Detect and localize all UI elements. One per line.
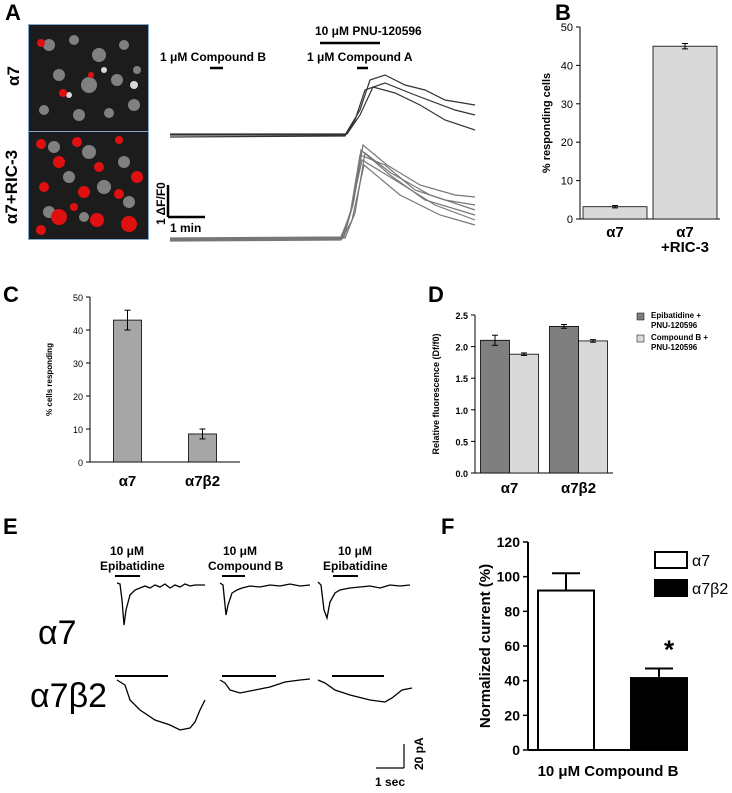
x-category-label: α7 <box>501 480 519 497</box>
y-tick-label: 20 <box>561 137 573 149</box>
legend-label: α7β2 <box>692 581 728 598</box>
drug-label-3-line2: Epibatidine <box>323 559 388 573</box>
y-tick-label: 0 <box>567 214 573 226</box>
y-tick-label: 40 <box>73 326 83 336</box>
alpha7-current-traces <box>116 581 411 626</box>
alpha7beta2-current-traces <box>116 678 413 731</box>
micrograph-alpha7-ric3-image <box>29 132 148 239</box>
chart-f: 0 20 40 60 80 100 120 * 10 μM Compound B Normaliz… <box>477 534 728 780</box>
y-tick-label: 30 <box>561 99 573 111</box>
bar <box>578 340 608 474</box>
y-tick-label: 0 <box>78 458 83 468</box>
row-label-alpha7: α7 <box>4 66 23 86</box>
x-category-label: α7 <box>606 224 624 241</box>
y-tick-label: 40 <box>504 673 520 689</box>
y-tick-label: 1.0 <box>455 406 468 416</box>
panel-label-d: D <box>428 282 444 307</box>
y-tick-label: 2.0 <box>455 343 468 353</box>
y-tick-label: 2.5 <box>455 311 468 321</box>
panel-label-a: A <box>5 0 21 25</box>
row-label-alpha7-ric3: α7+RIC-3 <box>2 149 21 225</box>
scalebar-y-label: 1 ΔF/F0 <box>155 182 168 225</box>
legend-label: PNU-120596 <box>651 343 698 352</box>
scalebar-x-label: 1 min <box>170 221 201 235</box>
y-tick-label: 120 <box>497 534 521 550</box>
y-axis-label: % cells responding <box>45 343 54 416</box>
y-tick-label: 40 <box>561 60 573 72</box>
bar <box>630 677 688 751</box>
y-tick-label: 20 <box>504 707 520 723</box>
drug-label-2-line1: 10 μM <box>223 544 257 558</box>
calcium-traces: 10 μM PNU-120596 1 μM Compound B 1 μM Co… <box>155 24 476 242</box>
drug-label-1-line1: 10 μM <box>110 544 144 558</box>
legend-label: PNU-120596 <box>651 321 698 330</box>
legend-label: α7 <box>692 553 710 570</box>
current-traces: 10 μM Epibatidine 10 μM Compound B 10 μM… <box>30 544 426 789</box>
y-axis-label: Relative fluorescence (Df/f0) <box>431 333 441 454</box>
alpha7-ric3-traces <box>169 143 476 242</box>
chart-d: 0.0 0.5 1.0 1.5 2.0 2.5 α7 α7β2 Relative fluores… <box>431 311 708 497</box>
panel-label-b: B <box>555 0 571 25</box>
y-tick-label: 80 <box>504 603 520 619</box>
bar <box>480 339 510 474</box>
y-tick-label: 100 <box>497 569 521 585</box>
y-tick-label: 10 <box>561 176 573 188</box>
y-tick-label: 0.5 <box>455 437 468 447</box>
drug-label-3-line1: 10 μM <box>338 544 372 558</box>
y-tick-label: 10 <box>73 425 83 435</box>
x-category-label: α7 <box>676 224 694 241</box>
compound-a-label: 1 μM Compound A <box>307 50 413 64</box>
y-tick-label: 0.0 <box>455 469 468 479</box>
legend-label: Epibatidine + <box>651 311 701 320</box>
legend-label: Compound B + <box>651 333 708 342</box>
bar <box>537 589 595 751</box>
row-label-alpha7-e: α7 <box>38 614 77 652</box>
pnu-label: 10 μM PNU-120596 <box>315 24 422 38</box>
y-tick-label: 50 <box>561 22 573 34</box>
y-tick-label: 1.5 <box>455 374 468 384</box>
bar <box>582 206 648 220</box>
panel-label-e: E <box>3 514 18 539</box>
y-tick-label: 60 <box>504 638 520 654</box>
y-tick-label: 30 <box>73 359 83 369</box>
compound-b-label: 1 μM Compound B <box>160 50 266 64</box>
alpha7-traces <box>169 74 476 138</box>
significance-marker: * <box>664 635 675 665</box>
y-tick-label: 0 <box>512 742 520 758</box>
bar <box>549 325 579 474</box>
x-category-label: +RIC-3 <box>661 239 709 256</box>
y-tick-label: 50 <box>73 293 83 303</box>
legend-swatch <box>654 579 688 597</box>
bar <box>652 45 718 220</box>
bar <box>113 319 142 463</box>
legend-swatch <box>654 551 688 569</box>
legend-swatch <box>636 312 645 321</box>
panel-label-c: C <box>3 282 19 307</box>
micrograph-alpha7-image <box>29 25 148 131</box>
drug-labels: 10 μM Epibatidine 10 μM Compound B 10 μM… <box>100 544 388 573</box>
row-label-alpha7beta2-e: α7β2 <box>30 677 107 715</box>
bar <box>509 353 539 474</box>
drug-label-2-line2: Compound B <box>208 559 284 573</box>
micrograph-alpha7 <box>28 24 149 132</box>
y-axis-label: % responding cells <box>541 73 553 173</box>
scalebar-y-label-e: 20 pA <box>412 737 426 770</box>
legend-swatch <box>636 334 645 343</box>
y-axis-label: Normalized current (%) <box>477 564 494 728</box>
micrograph-alpha7-ric3 <box>28 131 149 240</box>
scalebar-x-label-e: 1 sec <box>375 775 405 789</box>
drug-bars <box>115 575 384 677</box>
x-category-label: α7 <box>119 473 137 490</box>
panel-label-f: F <box>441 514 455 539</box>
y-tick-label: 20 <box>73 392 83 402</box>
chart-c: 0 10 20 30 40 50 α7 α7β2 % cells responding <box>45 293 240 490</box>
x-category-label: α7β2 <box>185 473 220 490</box>
drug-label-1-line2: Epibatidine <box>100 559 165 573</box>
x-category-label: α7β2 <box>561 480 596 497</box>
x-axis-label: 10 μM Compound B <box>538 763 679 780</box>
